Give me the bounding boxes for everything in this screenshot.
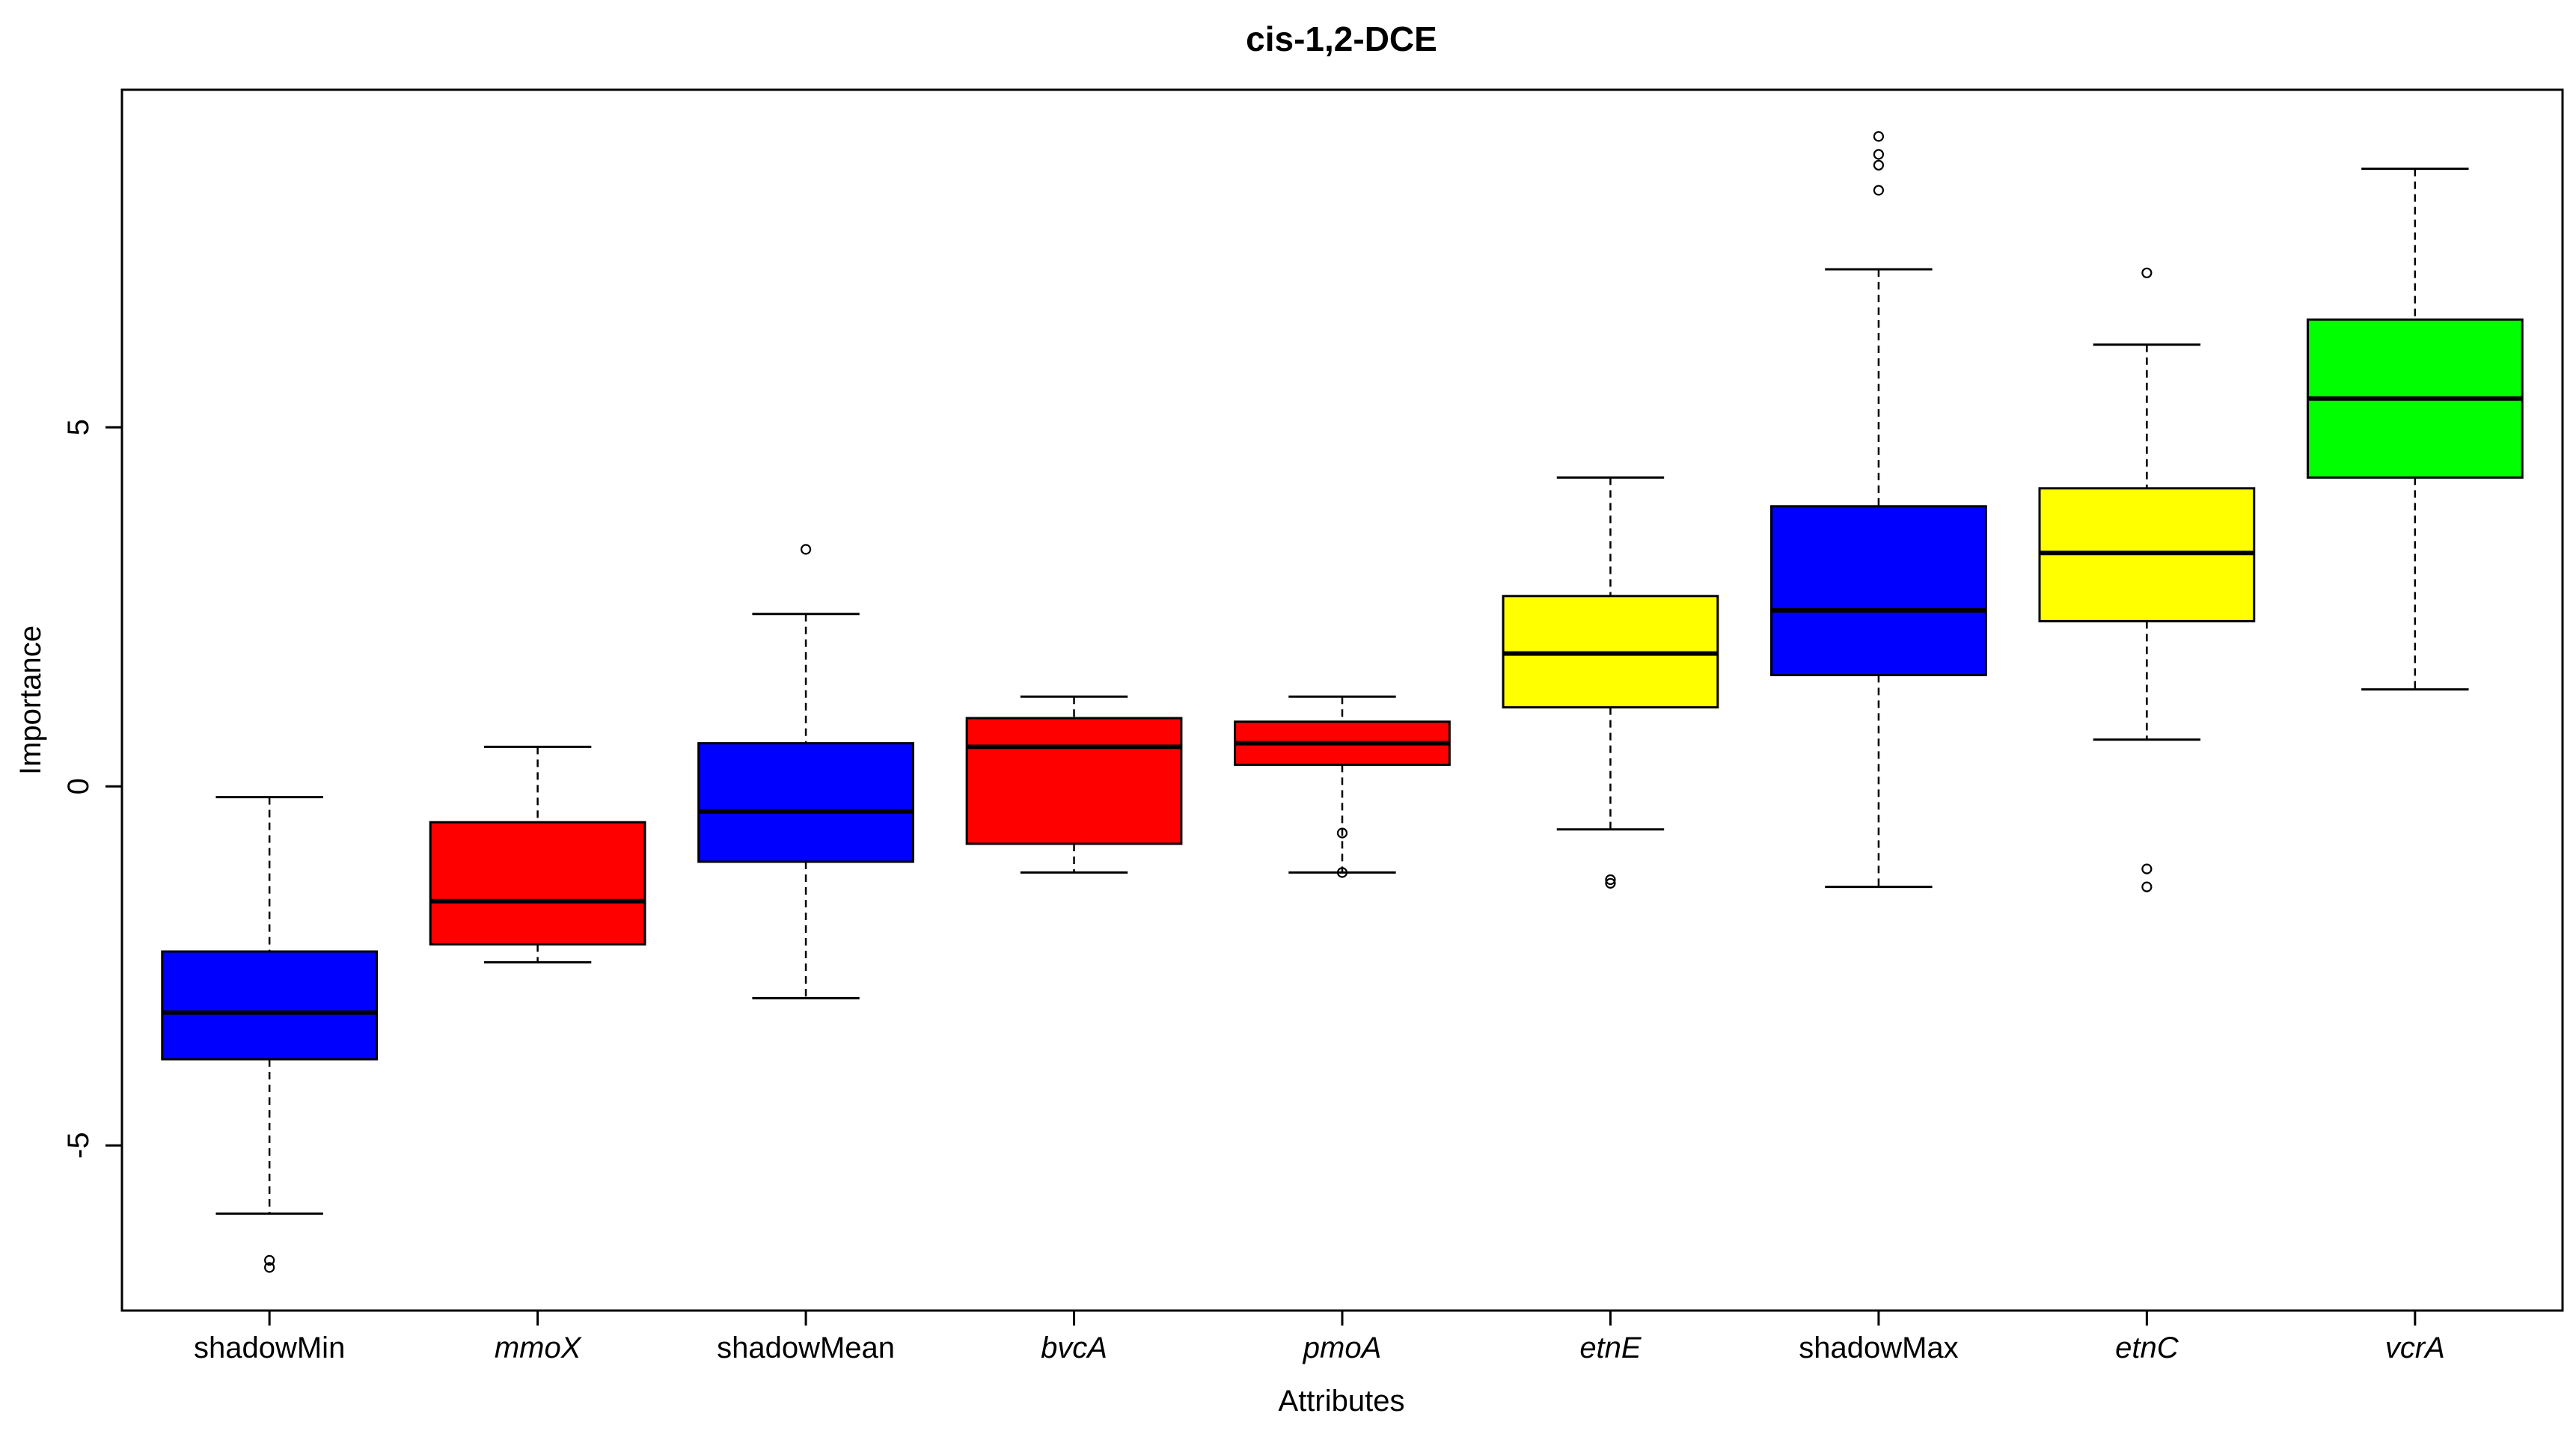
x-axis-title: Attributes	[1279, 1385, 1405, 1418]
box-bvcA	[965, 695, 1183, 874]
x-tick-label: etnE	[1579, 1332, 1642, 1364]
box-vcrA	[2306, 168, 2524, 691]
y-axis-title: Importance	[14, 625, 47, 775]
x-tick-label: etnC	[2115, 1332, 2179, 1364]
x-tick-label: shadowMean	[717, 1332, 895, 1364]
box-pmoA	[1234, 695, 1451, 878]
outlier-point	[264, 1254, 275, 1266]
x-axis-labels: shadowMin mmoX shadowMean bvcA pmoA etnE shado…	[194, 1311, 2445, 1364]
iqr-box	[697, 742, 914, 863]
outlier-point	[264, 1262, 275, 1273]
outlier-point	[1605, 877, 1616, 889]
outlier-point	[2141, 863, 2153, 874]
boxes-group	[161, 131, 2524, 1273]
iqr-box	[429, 821, 646, 946]
iqr-box	[1770, 505, 1987, 676]
outlier-point	[2141, 267, 2153, 278]
box-shadowMean	[697, 544, 914, 999]
x-tick-label: shadowMax	[1799, 1332, 1958, 1364]
outlier-point	[1873, 185, 1885, 196]
outlier-point	[1605, 874, 1616, 886]
y-tick-label: -5	[62, 1132, 95, 1159]
y-axis: -5 0 5	[62, 419, 122, 1159]
outlier-point	[1336, 867, 1348, 878]
x-tick-label: pmoA	[1303, 1332, 1382, 1364]
outlier-point	[1873, 131, 1885, 142]
box-mmoX	[429, 745, 646, 963]
chart-title: cis-1,2-DCE	[1246, 19, 1437, 58]
iqr-box	[965, 717, 1183, 845]
outlier-point	[1873, 149, 1885, 160]
box-shadowMax	[1770, 131, 1987, 889]
outlier-point	[1873, 159, 1885, 171]
iqr-box	[161, 950, 379, 1061]
y-tick-label: 0	[62, 778, 95, 794]
y-tick-label: 5	[62, 419, 95, 435]
outlier-point	[2141, 881, 2153, 892]
box-etnE	[1502, 476, 1719, 889]
x-tick-label: bvcA	[1041, 1332, 1107, 1364]
outlier-point	[1336, 827, 1348, 839]
box-shadowMin	[161, 796, 379, 1273]
x-tick-label: shadowMin	[194, 1332, 345, 1364]
x-tick-label: vcrA	[2385, 1332, 2445, 1364]
outlier-point	[800, 544, 812, 555]
x-tick-label: mmoX	[495, 1332, 582, 1364]
box-etnC	[2038, 267, 2256, 892]
